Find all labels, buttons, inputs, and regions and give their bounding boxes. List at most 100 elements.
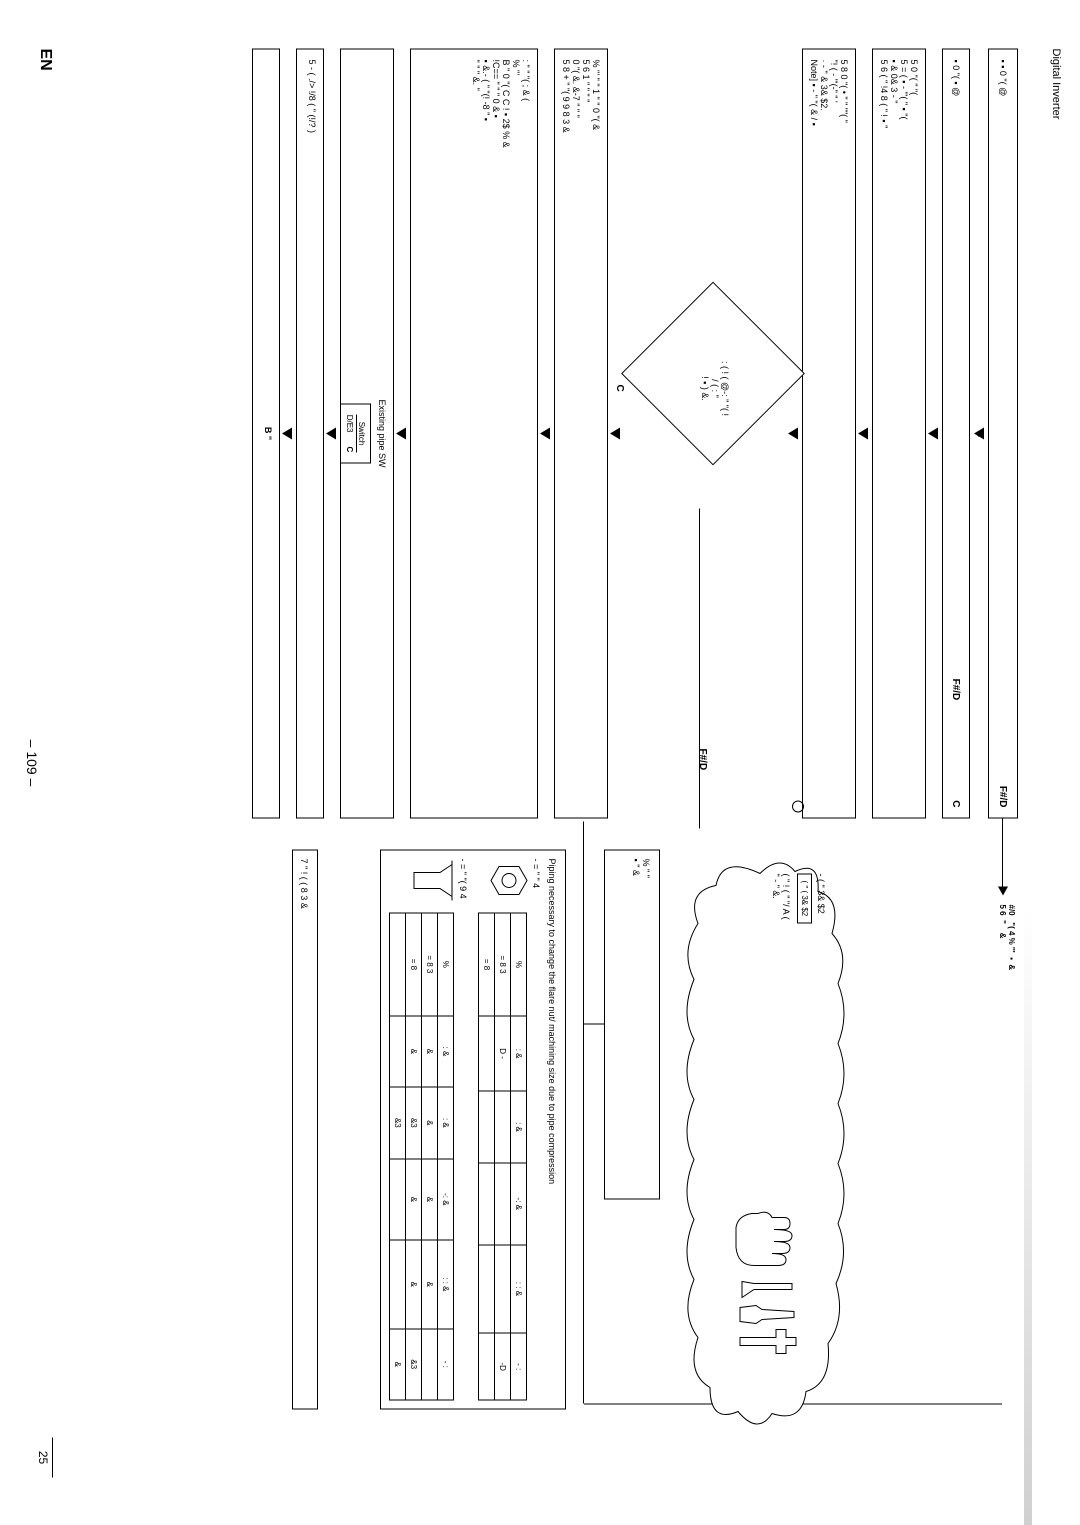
t1-r1-0: D - (495, 1016, 511, 1091)
table-row: % : & : & -: & : : & - : (438, 913, 454, 1400)
flowchart-column: ▪ ▪ 0 "( @ F#/D #/0 "( 4 % ''' ▪ & 5 6 "… (246, 48, 1018, 818)
flow-box-2-text: ▪ 0 "( ▪ @ (951, 59, 961, 96)
footer-page-right: 25 (36, 1437, 53, 1477)
sidebox-down (584, 1023, 604, 1024)
t2-h1: : & (438, 1015, 454, 1086)
arrow-8 (326, 48, 336, 818)
t2-r1-0: & (422, 1015, 438, 1086)
table-row: = 8 3 & & & & (422, 913, 438, 1400)
flow3-l4: 5 6 ( " !4 8 ( " ! ▪ " (879, 59, 889, 807)
t2-h5: - : (438, 1328, 454, 1400)
flow4-l1: 5 8 0 "( • " " ""( " (839, 59, 849, 807)
t2-r1-1: & (422, 1087, 438, 1158)
content-area: ▪ ▪ 0 "( @ F#/D #/0 "( 4 % ''' ▪ & 5 6 "… (80, 48, 1018, 1477)
footer-lang: EN (36, 48, 54, 70)
arrow-7 (396, 48, 406, 818)
t2-r2-label: = 8 (406, 913, 422, 1016)
flow6-l5: ▪ &.- ( " "(! -8 " ▪ (481, 59, 491, 807)
tables-footer-text: 7 " ! ( ( 8 3 & (299, 858, 309, 908)
no-2: C (951, 800, 962, 807)
arrow-2 (928, 48, 938, 818)
yes-2-mid: F#/D (951, 678, 962, 700)
flare-section-icon (408, 858, 458, 902)
t1-h3: -: & (511, 1162, 527, 1244)
flow4-l2: "! ( - "'(-" " ' (829, 59, 839, 807)
flow6-l4: !C== " " " 0 & ▪ (491, 59, 501, 807)
flow1-no-arrow (998, 886, 1008, 895)
t1-r1-2 (495, 1162, 511, 1244)
flow-box-8: B " (252, 48, 280, 818)
flow-box-4: 5 8 0 "( • " " ""( " "! ( - "'(-" " ' · … (802, 48, 856, 818)
side-box: % " " ▪ " & (604, 849, 660, 1199)
flow-box-1-no-label: F#/D (998, 785, 1009, 807)
table-row: = 8 & &3 & & &3 (406, 913, 422, 1400)
side-l1: % " " (641, 858, 651, 1190)
t2-r1-3: & (422, 1240, 438, 1328)
flare-nut-icon (487, 858, 531, 902)
t2-r3-4: & (390, 1328, 406, 1400)
arrow-5 (610, 48, 620, 818)
t1-h1: : & (511, 1016, 527, 1091)
return-hline (583, 821, 584, 1403)
t1-r2-1 (479, 1091, 495, 1163)
flow-box-7: 5 - ( ./> !/8 ( " (!/? ) (296, 48, 324, 818)
t1-r2-2 (479, 1162, 495, 1244)
flow-box-3: 5 0 "( " "( 5 = ( ▪ - "'( " ▪ "( ▪ & 0& … (872, 48, 926, 818)
flow4-l3: · - " & 3& $2. (819, 59, 829, 807)
flow5-l2: 5 6 1 " " " " (581, 59, 591, 807)
table-row: = 8 3 D - -D (495, 913, 511, 1400)
t2-r3-label (390, 913, 406, 1016)
t1-h2: : & (511, 1091, 527, 1163)
t2-h4: : : & (438, 1240, 454, 1328)
t1-r2-0 (479, 1016, 495, 1091)
decision-diamond-wrap: : ( ! ( @-: " "( ! / ( : " ! ▪ ) &. F#/D… (618, 48, 778, 818)
t2-r3-3 (390, 1240, 406, 1328)
flow8-text: B " (263, 426, 273, 439)
header-product: Digital Inverter (1050, 48, 1062, 119)
t1-h0: % (511, 913, 527, 1016)
diamond-right-line (699, 508, 700, 828)
t1-h4: : : & (511, 1244, 527, 1333)
switch-diagram: Switch D/E3 C (340, 403, 371, 463)
flow-box-2: ▪ 0 "( ▪ @ F#/D C (942, 48, 970, 818)
flow-box-5: % ''' " " 1 " " 0 "( & 5 6 1 " " " " 0 "… (554, 48, 608, 818)
table-caption: Piping necessary to change the flare nut… (547, 858, 557, 1400)
t2-h2: : & (438, 1087, 454, 1158)
arrow-3 (858, 48, 868, 818)
side-l2: ▪ " & (631, 858, 641, 1190)
flow3-l1: 5 0 "( " "( (909, 59, 919, 807)
t2-r2-4: &3 (406, 1328, 422, 1400)
t1-r1-label: = 8 3 (495, 913, 511, 1016)
hand-tools-icon (728, 1203, 798, 1403)
flow-box-switch: Existing pipe SW Switch D/E3 C (340, 48, 394, 818)
t2-h3: -: & (438, 1158, 454, 1240)
table-row: &3 & (390, 913, 406, 1400)
arrow-6 (540, 48, 550, 818)
table-1: % : & : & -: & : : & - : = 8 3 D - (478, 912, 527, 1400)
switch-right: C (345, 446, 354, 452)
flow3-l2: 5 = ( ▪ - "'( " ▪ "( (899, 59, 909, 807)
flow6-l3: B " 0 "( C C ! ▪ 2$ % & (501, 59, 511, 807)
arrow-9 (282, 48, 292, 818)
t2-r3-2 (390, 1158, 406, 1240)
switch-label: Existing pipe SW (377, 59, 387, 807)
arrow-4 (788, 48, 798, 818)
t2-r3-1: &3 (390, 1087, 406, 1158)
t1-r2-label: = 8 (479, 913, 495, 1016)
bubble-content: - ( " 3& $2 ( " ( 3& $2 ( " ! ( " "/ A (… (771, 873, 826, 1413)
table-2: % : & : & -: & : : & - : = 8 3 & & & (389, 912, 454, 1400)
flow3-l3: ▪ & 0& 3 - " (889, 59, 899, 807)
bubble-l1: - ( " 3& $2 (816, 873, 826, 1413)
flow5-l3: 0 "( &. &-7 " " " (571, 59, 581, 807)
table1-sub: - = " " 4 (531, 858, 541, 1400)
decision-text: : ( ! ( @-: " "( ! / ( : " ! ▪ ) &. (700, 268, 730, 508)
t2-r1-4 (422, 1328, 438, 1400)
flow5-l4: 5 8 + " "( 9 9 8 3 & (561, 59, 571, 807)
t2-r2-3: & (406, 1240, 422, 1328)
table2-sub: - = " "( 9 4 (458, 858, 468, 1400)
t2-r2-0: & (406, 1015, 422, 1086)
footer-page-center: – 109 – (24, 739, 40, 786)
flow-box-1-text: ▪ ▪ 0 "( @ (998, 59, 1008, 96)
flow6-l2: % ''' (511, 59, 521, 807)
switch-left: D/E3 (345, 414, 354, 432)
